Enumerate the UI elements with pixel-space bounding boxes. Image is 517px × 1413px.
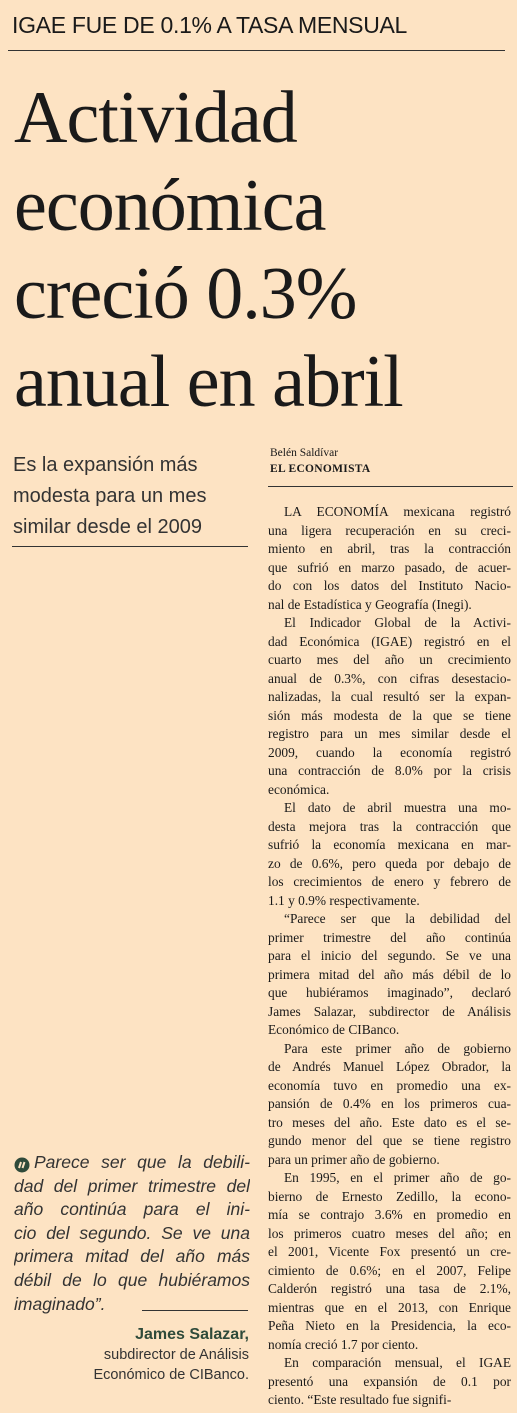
- headline-line: Actividad: [14, 77, 298, 159]
- body-line: los crecimientos de enero y febrero de: [268, 874, 511, 889]
- body-line: para un primer año de gobierno.: [268, 1151, 440, 1167]
- body-line: primera mitad del año más débil de lo: [268, 966, 511, 982]
- body-line: Peña Nieto en la Presidencia, la eco-: [268, 1318, 511, 1333]
- quote-line: débil de lo que hubiéramos: [14, 1269, 250, 1290]
- body-line: Económico de CIBanco.: [268, 1022, 400, 1037]
- rule: [12, 546, 248, 547]
- quote-line: Parece ser que la debili-: [34, 1152, 250, 1172]
- rule: [142, 1310, 248, 1311]
- quote-icon: [14, 1157, 30, 1173]
- article-body: LA ECONOMÍA mexicana registró una ligera …: [268, 503, 511, 1410]
- body-line: economía tuvo en promedio una ex-: [268, 1077, 511, 1093]
- body-line: una contracción de 8.0% por la crisis: [268, 763, 511, 778]
- body-line: “Parece ser que la debilidad del: [284, 911, 511, 926]
- headline-line: creció 0.3%: [14, 253, 357, 335]
- body-line: 2009, cuando la economía registró: [268, 744, 511, 760]
- body-line: nal de Estadística y Geografía (Inegi).: [268, 596, 472, 612]
- body-line: de Andrés Manuel López Obrador, la: [268, 1059, 511, 1074]
- body-line: cimiento de 0.6%; en el 2007, Felipe: [268, 1262, 511, 1278]
- body-line: En comparación mensual, el IGAE: [284, 1355, 511, 1370]
- quote-line: cio del segundo. Se ve una: [14, 1222, 250, 1243]
- body-line: tro meses del año. Este dato es el se-: [268, 1114, 511, 1130]
- body-line: cuarto mes del año un crecimiento: [268, 652, 511, 667]
- body-line: anual de 0.3%, con cifras desestacio-: [268, 670, 511, 686]
- body-line: bierno de Ernesto Zedillo, la econo-: [268, 1188, 511, 1204]
- outlet: EL ECONOMISTA: [270, 463, 371, 475]
- quote-line: imaginado”.: [14, 1293, 106, 1314]
- body-line: mientras que en el 2013, con Enrique: [268, 1299, 511, 1315]
- quote-line: primera mitad del año más: [14, 1246, 250, 1267]
- quote-author: James Salazar,: [135, 1326, 249, 1343]
- kicker: IGAE FUE DE 0.1% A TASA MENSUAL: [12, 12, 408, 38]
- rule: [8, 50, 505, 51]
- body-line: sión más modesta de la que se tiene: [268, 707, 511, 723]
- quote-role: subdirector de Análisis: [103, 1347, 249, 1363]
- body-line: que hubiéramos imaginado”, declaró: [268, 985, 511, 1000]
- body-line: James Salazar, subdirector de Análisis: [268, 1003, 511, 1019]
- author: Belén Saldívar: [270, 447, 339, 459]
- body-line: sufrió la economía mexicana en mar-: [268, 837, 511, 852]
- body-line: que sufrió en marzo pasado, de acuer-: [268, 559, 511, 575]
- headline-line: anual en abril: [14, 341, 404, 423]
- body-line: 1.1 y 0.9% respectivamente.: [268, 892, 420, 908]
- body-line: El dato de abril muestra una mo-: [284, 800, 511, 815]
- body-line: do con los datos del Instituto Nacio-: [268, 578, 511, 593]
- body-line: Para este primer año de gobierno: [284, 1040, 511, 1056]
- body-line: zo de 0.6%, pero queda por debajo de: [268, 855, 511, 871]
- body-line: mía se contrajo 3.6% en promedio en: [268, 1207, 511, 1222]
- body-line: gundo menor del que se tiene registro: [268, 1133, 511, 1148]
- body-line: primer trimestre del año continúa: [268, 929, 511, 945]
- pull-quote: Parece ser que la debili-dad del primer …: [14, 1151, 250, 1316]
- body-line: miento en abril, tras la contracción: [268, 541, 511, 556]
- quote-line: dad del primer trimestre del: [14, 1175, 250, 1196]
- subhead: Es la expansión más modesta para un mes si…: [13, 450, 206, 543]
- headline-line: económica: [14, 165, 326, 247]
- quote-line: año continúa para el ini-: [14, 1199, 250, 1220]
- body-line: El Indicador Global de la Activi-: [284, 615, 511, 630]
- body-line: registro para un mes similar desde el: [268, 726, 511, 741]
- quote-role: Económico de CIBanco.: [93, 1367, 249, 1383]
- body-line: para el inicio del segundo. Se ve una: [268, 948, 511, 963]
- subhead-line: similar desde el 2009: [13, 516, 202, 538]
- body-line: En 1995, en el primer año de go-: [284, 1170, 511, 1185]
- body-line: económica.: [268, 781, 330, 797]
- rule: [268, 486, 513, 487]
- body-line: Calderón registró una tasa de 2.1%,: [268, 1281, 511, 1296]
- body-line: ciento. “Este resultado fue signifi-: [268, 1392, 452, 1407]
- body-line: LA ECONOMÍA mexicana registró: [284, 504, 511, 519]
- body-line: desta mejora tras la contracción que: [268, 818, 511, 834]
- body-line: nalizadas, la cual resultó ser la expan-: [268, 689, 511, 704]
- body-line: los primeros cuatro meses del año; en: [268, 1225, 511, 1241]
- subhead-line: Es la expansión más: [13, 454, 198, 476]
- body-line: pansión de 0.4% en los primeros cua-: [268, 1096, 511, 1111]
- body-line: nomía creció 1.7 por ciento.: [268, 1336, 419, 1352]
- body-line: dad Económica (IGAE) registró en el: [268, 633, 511, 649]
- body-line: presentó una expansión de 0.1 por: [268, 1373, 511, 1389]
- headline: Actividad económica creció 0.3% anual en ab…: [14, 74, 404, 426]
- byline: Belén Saldívar EL ECONOMISTA: [270, 447, 371, 475]
- attribution: James Salazar, subdirector de Análisis Ec…: [93, 1325, 249, 1385]
- body-line: una ligera recuperación en su creci-: [268, 522, 511, 538]
- body-line: el 2001, Vicente Fox presentó un cre-: [268, 1244, 511, 1259]
- subhead-line: modesta para un mes: [13, 485, 207, 507]
